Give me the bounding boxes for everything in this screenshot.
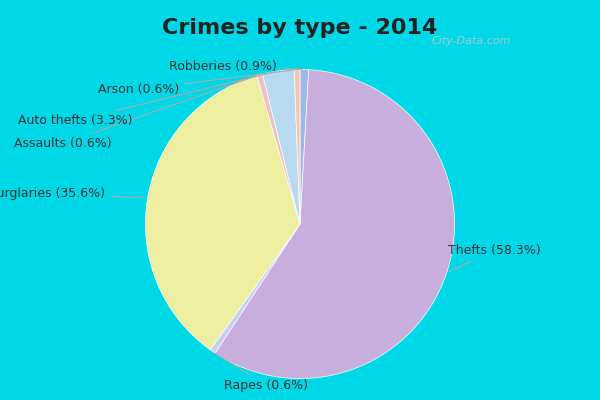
Text: Robberies (0.9%): Robberies (0.9%) (169, 60, 302, 73)
Text: Crimes by type - 2014: Crimes by type - 2014 (163, 18, 437, 38)
Wedge shape (262, 70, 300, 224)
Text: Thefts (58.3%): Thefts (58.3%) (448, 244, 541, 271)
Text: Arson (0.6%): Arson (0.6%) (98, 70, 295, 96)
Wedge shape (215, 70, 455, 378)
Wedge shape (145, 76, 300, 350)
Text: Auto thefts (3.3%): Auto thefts (3.3%) (17, 72, 275, 127)
Text: Assaults (0.6%): Assaults (0.6%) (14, 76, 257, 150)
Wedge shape (210, 224, 300, 353)
Wedge shape (257, 74, 300, 224)
Text: Burglaries (35.6%): Burglaries (35.6%) (0, 186, 145, 200)
Text: City-Data.com: City-Data.com (431, 36, 511, 46)
Wedge shape (294, 70, 300, 224)
Wedge shape (300, 70, 309, 224)
Text: Rapes (0.6%): Rapes (0.6%) (215, 353, 308, 392)
